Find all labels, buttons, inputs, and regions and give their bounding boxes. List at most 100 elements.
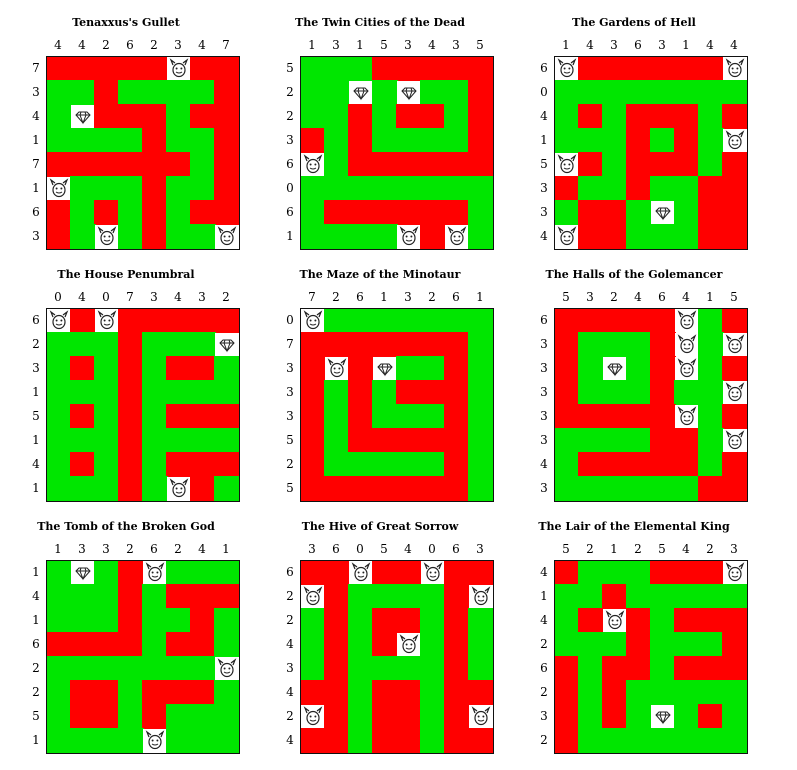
wall-cell[interactable] [420, 152, 446, 178]
path-cell[interactable] [468, 428, 493, 454]
path-cell[interactable] [70, 332, 96, 358]
wall-cell[interactable] [602, 200, 628, 226]
path-cell[interactable] [674, 704, 700, 730]
path-cell[interactable] [674, 476, 700, 501]
path-cell[interactable] [722, 728, 747, 753]
path-cell[interactable] [626, 332, 652, 358]
wall-cell[interactable] [70, 57, 96, 82]
path-cell[interactable] [190, 428, 216, 454]
wall-cell[interactable] [722, 452, 747, 478]
wall-cell[interactable] [118, 632, 144, 658]
wall-cell[interactable] [444, 680, 470, 706]
wall-cell[interactable] [70, 356, 96, 382]
path-cell[interactable] [142, 428, 168, 454]
wall-cell[interactable] [47, 200, 72, 226]
path-cell[interactable] [468, 632, 493, 658]
wall-cell[interactable] [396, 200, 422, 226]
path-cell[interactable] [348, 728, 374, 753]
path-cell[interactable] [301, 632, 326, 658]
wall-cell[interactable] [674, 452, 700, 478]
wall-cell[interactable] [166, 309, 192, 334]
wall-cell[interactable] [214, 104, 239, 130]
wall-cell[interactable] [348, 332, 374, 358]
wall-cell[interactable] [142, 224, 168, 249]
wall-cell[interactable] [420, 428, 446, 454]
path-cell[interactable] [94, 584, 120, 610]
path-cell[interactable] [166, 104, 192, 130]
wall-cell[interactable] [301, 332, 326, 358]
wall-cell[interactable] [555, 680, 580, 706]
wall-cell[interactable] [372, 608, 398, 634]
wall-cell[interactable] [555, 332, 580, 358]
path-cell[interactable] [555, 200, 580, 226]
path-cell[interactable] [602, 561, 628, 586]
wall-cell[interactable] [396, 728, 422, 753]
path-cell[interactable] [578, 656, 604, 682]
path-cell[interactable] [190, 728, 216, 753]
path-cell[interactable] [650, 476, 676, 501]
path-cell[interactable] [626, 428, 652, 454]
path-cell[interactable] [142, 380, 168, 406]
path-cell[interactable] [301, 200, 326, 226]
wall-cell[interactable] [348, 104, 374, 130]
path-cell[interactable] [166, 728, 192, 753]
wall-cell[interactable] [301, 476, 326, 501]
path-cell[interactable] [674, 176, 700, 202]
path-cell[interactable] [698, 632, 724, 658]
wall-cell[interactable] [650, 309, 676, 334]
wall-cell[interactable] [324, 561, 350, 586]
path-cell[interactable] [324, 309, 350, 334]
wall-cell[interactable] [214, 57, 239, 82]
path-cell[interactable] [372, 80, 398, 106]
path-cell[interactable] [626, 704, 652, 730]
path-cell[interactable] [698, 332, 724, 358]
wall-cell[interactable] [94, 152, 120, 178]
wall-cell[interactable] [396, 152, 422, 178]
path-cell[interactable] [166, 200, 192, 226]
wall-cell[interactable] [214, 176, 239, 202]
wall-cell[interactable] [118, 476, 144, 501]
wall-cell[interactable] [301, 728, 326, 753]
path-cell[interactable] [348, 57, 374, 82]
path-cell[interactable] [166, 332, 192, 358]
path-cell[interactable] [324, 128, 350, 154]
path-cell[interactable] [602, 476, 628, 501]
path-cell[interactable] [578, 176, 604, 202]
path-cell[interactable] [348, 584, 374, 610]
wall-cell[interactable] [396, 680, 422, 706]
path-cell[interactable] [190, 224, 216, 249]
wall-cell[interactable] [142, 200, 168, 226]
path-cell[interactable] [47, 80, 72, 106]
path-cell[interactable] [602, 332, 628, 358]
path-cell[interactable] [420, 632, 446, 658]
path-cell[interactable] [698, 584, 724, 610]
wall-cell[interactable] [190, 57, 216, 82]
path-cell[interactable] [722, 704, 747, 730]
wall-cell[interactable] [420, 200, 446, 226]
path-cell[interactable] [578, 728, 604, 753]
wall-cell[interactable] [118, 57, 144, 82]
path-cell[interactable] [70, 584, 96, 610]
path-cell[interactable] [190, 128, 216, 154]
path-cell[interactable] [142, 80, 168, 106]
wall-cell[interactable] [468, 80, 493, 106]
path-cell[interactable] [118, 200, 144, 226]
path-cell[interactable] [190, 380, 216, 406]
wall-cell[interactable] [674, 608, 700, 634]
wall-cell[interactable] [555, 404, 580, 430]
wall-cell[interactable] [444, 452, 470, 478]
wall-cell[interactable] [301, 680, 326, 706]
wall-cell[interactable] [70, 632, 96, 658]
wall-cell[interactable] [698, 200, 724, 226]
path-cell[interactable] [142, 584, 168, 610]
wall-cell[interactable] [444, 428, 470, 454]
path-cell[interactable] [47, 452, 72, 478]
wall-cell[interactable] [444, 632, 470, 658]
wall-cell[interactable] [118, 104, 144, 130]
path-cell[interactable] [674, 680, 700, 706]
wall-cell[interactable] [722, 356, 747, 382]
path-cell[interactable] [301, 224, 326, 249]
wall-cell[interactable] [190, 356, 216, 382]
wall-cell[interactable] [324, 608, 350, 634]
path-cell[interactable] [578, 380, 604, 406]
